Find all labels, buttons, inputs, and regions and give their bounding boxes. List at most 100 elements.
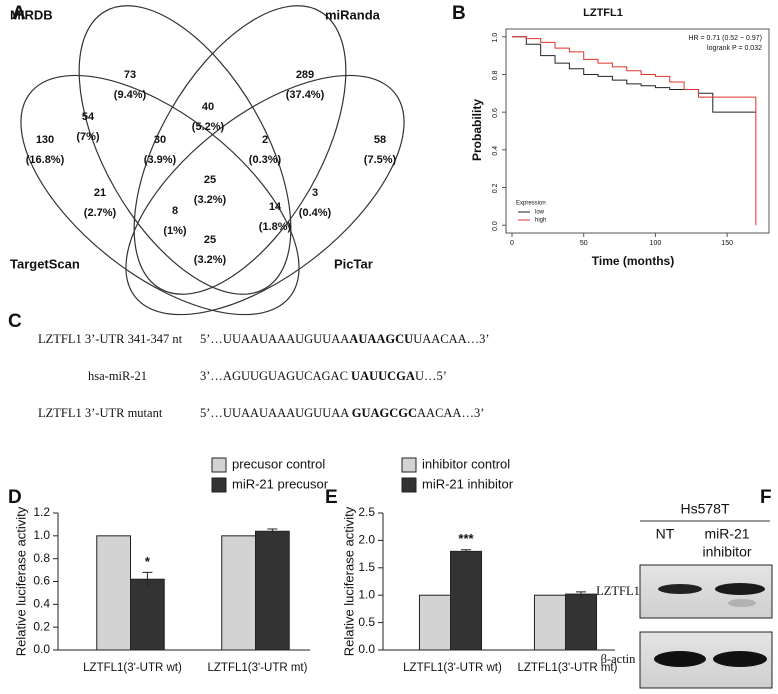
- venn-percent: (3.2%): [194, 254, 227, 266]
- venn-set-label: TargetScan: [10, 256, 80, 271]
- venn-count: 3: [312, 187, 318, 199]
- venn-count: 25: [204, 234, 216, 246]
- y-tick-label: 0.0: [492, 221, 499, 231]
- venn-set-label: PicTar: [334, 256, 373, 271]
- y-tick-label: 0.6: [33, 574, 50, 588]
- y-tick-label: 1.0: [33, 528, 50, 542]
- panel-label: A: [12, 3, 26, 24]
- lane-label: NT: [656, 526, 675, 542]
- sequence-part: GUAGCGC: [352, 406, 417, 420]
- annotation: HR = 0.71 (0.52 − 0.97): [688, 35, 762, 42]
- blot-band: [713, 651, 767, 667]
- bar: [565, 593, 598, 651]
- sequence-label: LZTFL1 3’-UTR mutant: [38, 406, 163, 420]
- sequence-part: U…5’: [415, 369, 447, 383]
- legend-swatch: [211, 477, 227, 493]
- venn-count: 30: [154, 134, 166, 146]
- y-tick-label: 0.2: [33, 619, 50, 633]
- venn-ellipses: [20, 5, 405, 316]
- sequence: 5’…UUAAUAAAUGUUAA GUAGCGCAACAA…3’: [200, 406, 484, 420]
- ellipse-miranda: [133, 5, 347, 295]
- legend-label: miR-21 inhibitor: [422, 476, 514, 491]
- legend-label: low: [535, 210, 545, 216]
- venn-set-label: MIRDB: [10, 7, 53, 22]
- venn-count: 21: [94, 187, 106, 199]
- venn-count: 40: [202, 101, 214, 113]
- venn-percent: (1.8%): [259, 221, 292, 233]
- x-tick-label: LZTFL1(3'-UTR wt): [83, 662, 182, 674]
- venn-percent: (1%): [163, 225, 187, 237]
- blot-band: [654, 651, 706, 667]
- sequence: 5’…UUAAUAAAUGUUAAAUAAGCUUAACAA…3’: [200, 332, 490, 346]
- blot-band: [715, 583, 765, 595]
- venn-percent: (3.2%): [194, 194, 227, 206]
- blot-band: [658, 584, 702, 594]
- venn-set-label: miRanda: [325, 7, 381, 22]
- sequence: 3’…AGUUGUAGUCAGAC UAUUCGAU…5’: [200, 369, 447, 383]
- venn-percent: (16.8%): [26, 154, 65, 166]
- km-curve: [512, 36, 757, 226]
- sequence-part: AUAAGCU: [349, 332, 413, 346]
- venn-count: 130: [36, 134, 54, 146]
- legend-title: Expression: [516, 201, 546, 207]
- x-label: Time (months): [592, 254, 674, 268]
- x-tick-label: 150: [721, 240, 733, 247]
- error-bar: [461, 549, 472, 554]
- legend-label: miR-21 precusor: [232, 476, 329, 491]
- venn-percent: (5.2%): [192, 121, 225, 133]
- significance: *: [145, 554, 151, 569]
- y-tick-label: 1.2: [33, 505, 50, 519]
- significance: ***: [458, 531, 474, 546]
- sequence-part: 5’…UUAAUAAAUGUUAA: [200, 332, 349, 346]
- error-bar: [142, 571, 153, 587]
- cell-line: Hs578T: [680, 501, 729, 517]
- chart-title: LZTFL1: [583, 7, 623, 19]
- y-tick-label: 0.8: [492, 70, 499, 80]
- y-tick-label: 0.4: [33, 597, 50, 611]
- annotation: logrank P = 0.032: [707, 45, 762, 52]
- y-tick-label: 2.0: [358, 533, 375, 547]
- sequence-part: 5’…UUAAUAAAUGUUAA: [200, 406, 352, 420]
- venn-percent: (37.4%): [286, 89, 325, 101]
- venn-percent: (0.3%): [249, 154, 282, 166]
- venn-percent: (7.5%): [364, 154, 397, 166]
- bar: [255, 530, 290, 651]
- panel-label: E: [325, 487, 338, 508]
- sequence-label: LZTFL1 3’-UTR 341-347 nt: [38, 332, 183, 346]
- venn-percent: (0.4%): [299, 207, 332, 219]
- row-label: LZTFL1: [596, 584, 640, 598]
- legend-label: high: [535, 218, 546, 224]
- ellipse-targetscan: [20, 74, 300, 316]
- venn-count: 289: [296, 69, 314, 81]
- sequence-part: AACAA…3’: [417, 406, 484, 420]
- y-tick-label: 0.0: [358, 642, 375, 656]
- y-label: Relative luciferase activity: [341, 506, 356, 656]
- sequence-part: UAUUCGA: [351, 369, 415, 383]
- bar: [418, 594, 452, 651]
- legend-swatch: [211, 457, 227, 473]
- x-tick-label: 0: [510, 240, 514, 247]
- venn-count: 2: [262, 134, 268, 146]
- bar: [96, 535, 131, 651]
- x-tick-label: 50: [580, 240, 588, 247]
- x-tick-label: LZTFL1(3'-UTR mt): [518, 662, 618, 674]
- row-label: β-actin: [601, 652, 637, 666]
- sequence-part: 3’…AGUUGUAGUCAGAC: [200, 369, 351, 383]
- blot-smudge: [728, 599, 756, 607]
- y-tick-label: 1.0: [492, 33, 499, 43]
- error-bar: [576, 591, 587, 597]
- y-tick-label: 0.4: [492, 146, 499, 156]
- panel-label: D: [8, 487, 22, 508]
- bar: [130, 578, 165, 651]
- venn-count: 54: [82, 111, 95, 123]
- venn-count: 8: [172, 205, 178, 217]
- error-bar: [267, 528, 278, 534]
- panel-label: C: [8, 311, 22, 332]
- sequence-part: UAACAA…3’: [413, 332, 489, 346]
- sequence-label: hsa-miR-21: [88, 369, 147, 383]
- bar: [450, 550, 483, 651]
- venn-percent: (9.4%): [114, 89, 147, 101]
- legend-swatch: [401, 477, 417, 493]
- y-tick-label: 0.5: [358, 615, 375, 629]
